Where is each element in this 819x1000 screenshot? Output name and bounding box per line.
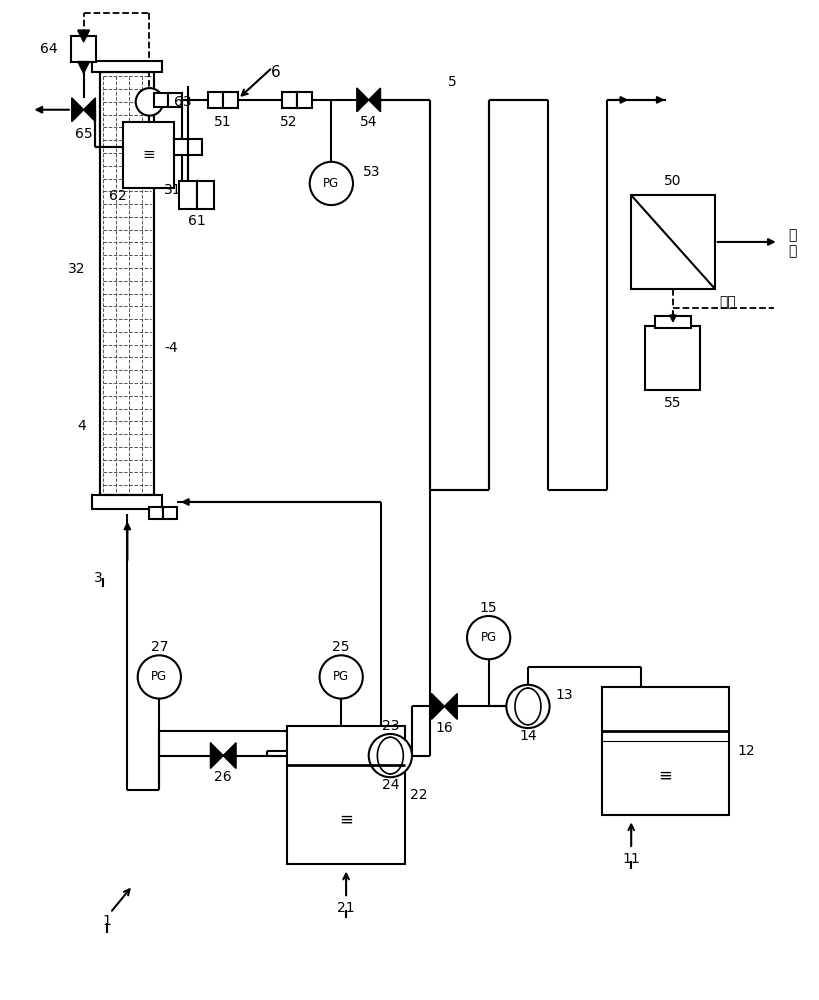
Circle shape — [369, 734, 411, 777]
Text: 1: 1 — [102, 914, 111, 928]
Text: 55: 55 — [663, 396, 681, 410]
Circle shape — [467, 616, 509, 659]
Text: 6: 6 — [270, 65, 280, 80]
Circle shape — [505, 685, 549, 728]
Bar — [287, 726, 405, 864]
Text: 65: 65 — [75, 127, 93, 141]
Bar — [123, 122, 174, 188]
Text: 25: 25 — [332, 640, 350, 654]
Polygon shape — [356, 88, 380, 112]
Text: 5: 5 — [447, 75, 456, 89]
Text: 51: 51 — [214, 115, 232, 129]
Bar — [174, 139, 188, 155]
Bar — [188, 139, 201, 155]
Polygon shape — [78, 62, 89, 73]
Text: 31: 31 — [164, 183, 182, 197]
Text: PG: PG — [333, 670, 349, 683]
Text: PG: PG — [323, 177, 339, 190]
Polygon shape — [78, 30, 89, 42]
Text: -4: -4 — [164, 341, 178, 355]
Text: 15: 15 — [479, 601, 497, 615]
Circle shape — [138, 655, 181, 699]
Text: 12: 12 — [736, 744, 754, 758]
Polygon shape — [431, 694, 457, 719]
Bar — [100, 72, 154, 495]
Text: 64: 64 — [40, 42, 58, 56]
Text: 14: 14 — [518, 729, 536, 743]
Bar — [179, 181, 197, 209]
Bar — [163, 507, 177, 519]
Bar — [601, 687, 729, 815]
Text: 11: 11 — [622, 852, 640, 866]
Text: 3: 3 — [94, 571, 102, 585]
Text: 废: 废 — [788, 228, 796, 242]
Text: 16: 16 — [435, 721, 453, 735]
Bar — [149, 507, 163, 519]
Text: 26: 26 — [214, 770, 232, 784]
Circle shape — [319, 655, 362, 699]
Bar — [631, 195, 714, 289]
Text: 4: 4 — [77, 419, 85, 433]
Text: 62: 62 — [109, 189, 127, 203]
Circle shape — [310, 162, 352, 205]
Text: 61: 61 — [188, 214, 206, 228]
Text: ≡: ≡ — [142, 147, 155, 162]
Bar — [197, 181, 214, 209]
Text: 50: 50 — [663, 174, 681, 188]
Text: PG: PG — [480, 631, 496, 644]
Bar — [93, 61, 162, 72]
Bar — [282, 92, 296, 108]
Bar — [154, 93, 168, 107]
Text: PG: PG — [151, 670, 167, 683]
Bar — [223, 92, 238, 108]
Bar — [645, 326, 699, 390]
Text: ≡: ≡ — [658, 766, 672, 784]
Text: 63: 63 — [174, 95, 192, 109]
Text: 32: 32 — [68, 262, 85, 276]
Text: 结晶: 结晶 — [719, 295, 735, 309]
Text: 21: 21 — [337, 901, 355, 915]
Bar — [654, 316, 690, 328]
Text: 24: 24 — [381, 778, 399, 792]
Text: 54: 54 — [360, 115, 377, 129]
Bar — [93, 495, 162, 509]
Polygon shape — [210, 743, 236, 768]
Bar — [70, 36, 97, 62]
Text: 液: 液 — [788, 244, 796, 258]
Text: 23: 23 — [381, 719, 399, 733]
Text: 13: 13 — [554, 688, 572, 702]
Bar — [168, 93, 182, 107]
Text: ≡: ≡ — [339, 810, 353, 828]
Text: 27: 27 — [151, 640, 168, 654]
Text: 53: 53 — [362, 165, 380, 179]
Bar — [296, 92, 311, 108]
Circle shape — [136, 88, 163, 116]
Bar — [208, 92, 223, 108]
Bar — [100, 72, 154, 495]
Text: 52: 52 — [280, 115, 297, 129]
Polygon shape — [72, 98, 95, 122]
Text: 22: 22 — [410, 788, 427, 802]
